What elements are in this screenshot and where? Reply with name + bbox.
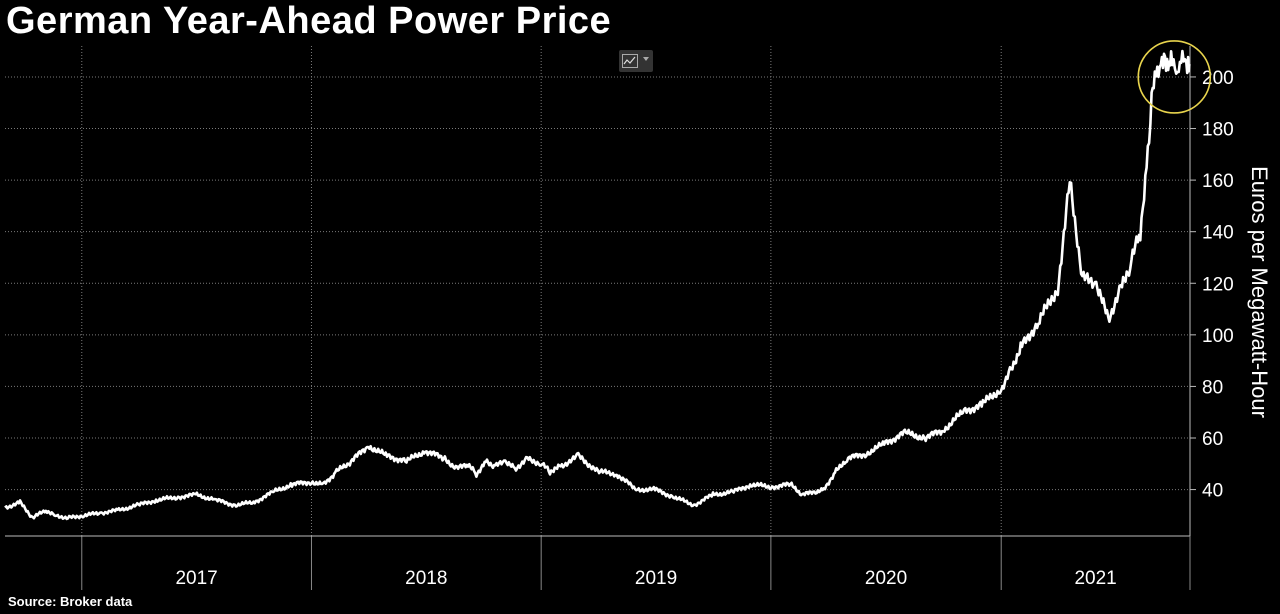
x-tick-label: 2021 <box>1074 568 1116 589</box>
chart-type-toggle[interactable] <box>619 50 653 72</box>
y-tick-label: 120 <box>1202 274 1234 295</box>
grid <box>5 46 1190 536</box>
series-line <box>4 49 1191 521</box>
y-tick-label: 160 <box>1202 171 1234 192</box>
x-tick-label: 2017 <box>175 568 217 589</box>
x-tick-label: 2020 <box>865 568 907 589</box>
y-tick-label: 60 <box>1202 429 1223 450</box>
y-axis-label: Euros per Megawatt-Hour <box>1247 166 1272 418</box>
x-tick-label: 2018 <box>405 568 447 589</box>
annotation-layer <box>1137 40 1212 114</box>
axes: 40 60 80 100 120 140 160 180 200 2017 2018 2019 2020… <box>5 46 1234 590</box>
chart-title: German Year-Ahead Power Price <box>6 0 612 42</box>
series-layer <box>4 49 1191 521</box>
y-tick-label: 140 <box>1202 223 1234 244</box>
y-tick-label: 100 <box>1202 326 1234 347</box>
y-tick-label: 200 <box>1202 68 1234 89</box>
line-chart-icon <box>622 54 638 68</box>
y-tick-label: 40 <box>1202 481 1223 502</box>
y-tick-label: 80 <box>1202 377 1223 398</box>
chevron-down-icon <box>643 57 649 61</box>
highlight-circle <box>1137 40 1212 114</box>
y-tick-label: 180 <box>1202 120 1234 141</box>
source-note: Source: Broker data <box>8 594 133 609</box>
x-tick-label: 2019 <box>635 568 677 589</box>
